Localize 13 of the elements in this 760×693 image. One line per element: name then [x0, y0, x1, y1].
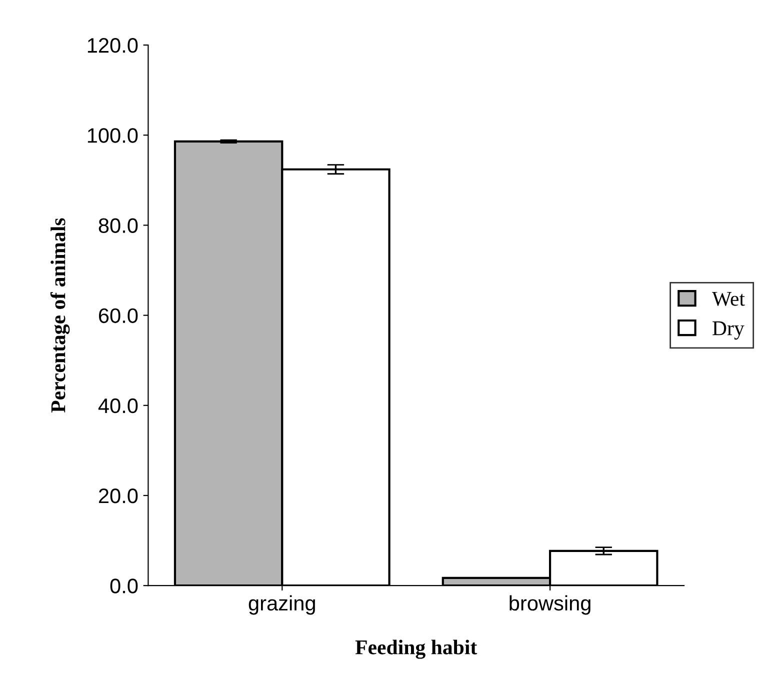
- y-tick-label: 120.0: [88, 38, 138, 53]
- y-tick-label: 0.0: [110, 578, 138, 594]
- y-tick-label: 40.0: [98, 398, 138, 414]
- y-tick-label: 100.0: [88, 128, 138, 143]
- y-tick-label: 20.0: [98, 488, 138, 504]
- x-tick-label: grazing: [248, 595, 315, 615]
- legend-label: Wet: [712, 292, 745, 306]
- y-tick-label: 80.0: [98, 218, 138, 233]
- y-axis-title: Percentage of animals: [50, 218, 70, 413]
- x-axis-title: Feeding habit: [355, 640, 478, 659]
- legend-label: Dry: [712, 321, 744, 340]
- y-tick-label: 60.0: [98, 308, 138, 324]
- x-tick-label: browsing: [510, 595, 590, 615]
